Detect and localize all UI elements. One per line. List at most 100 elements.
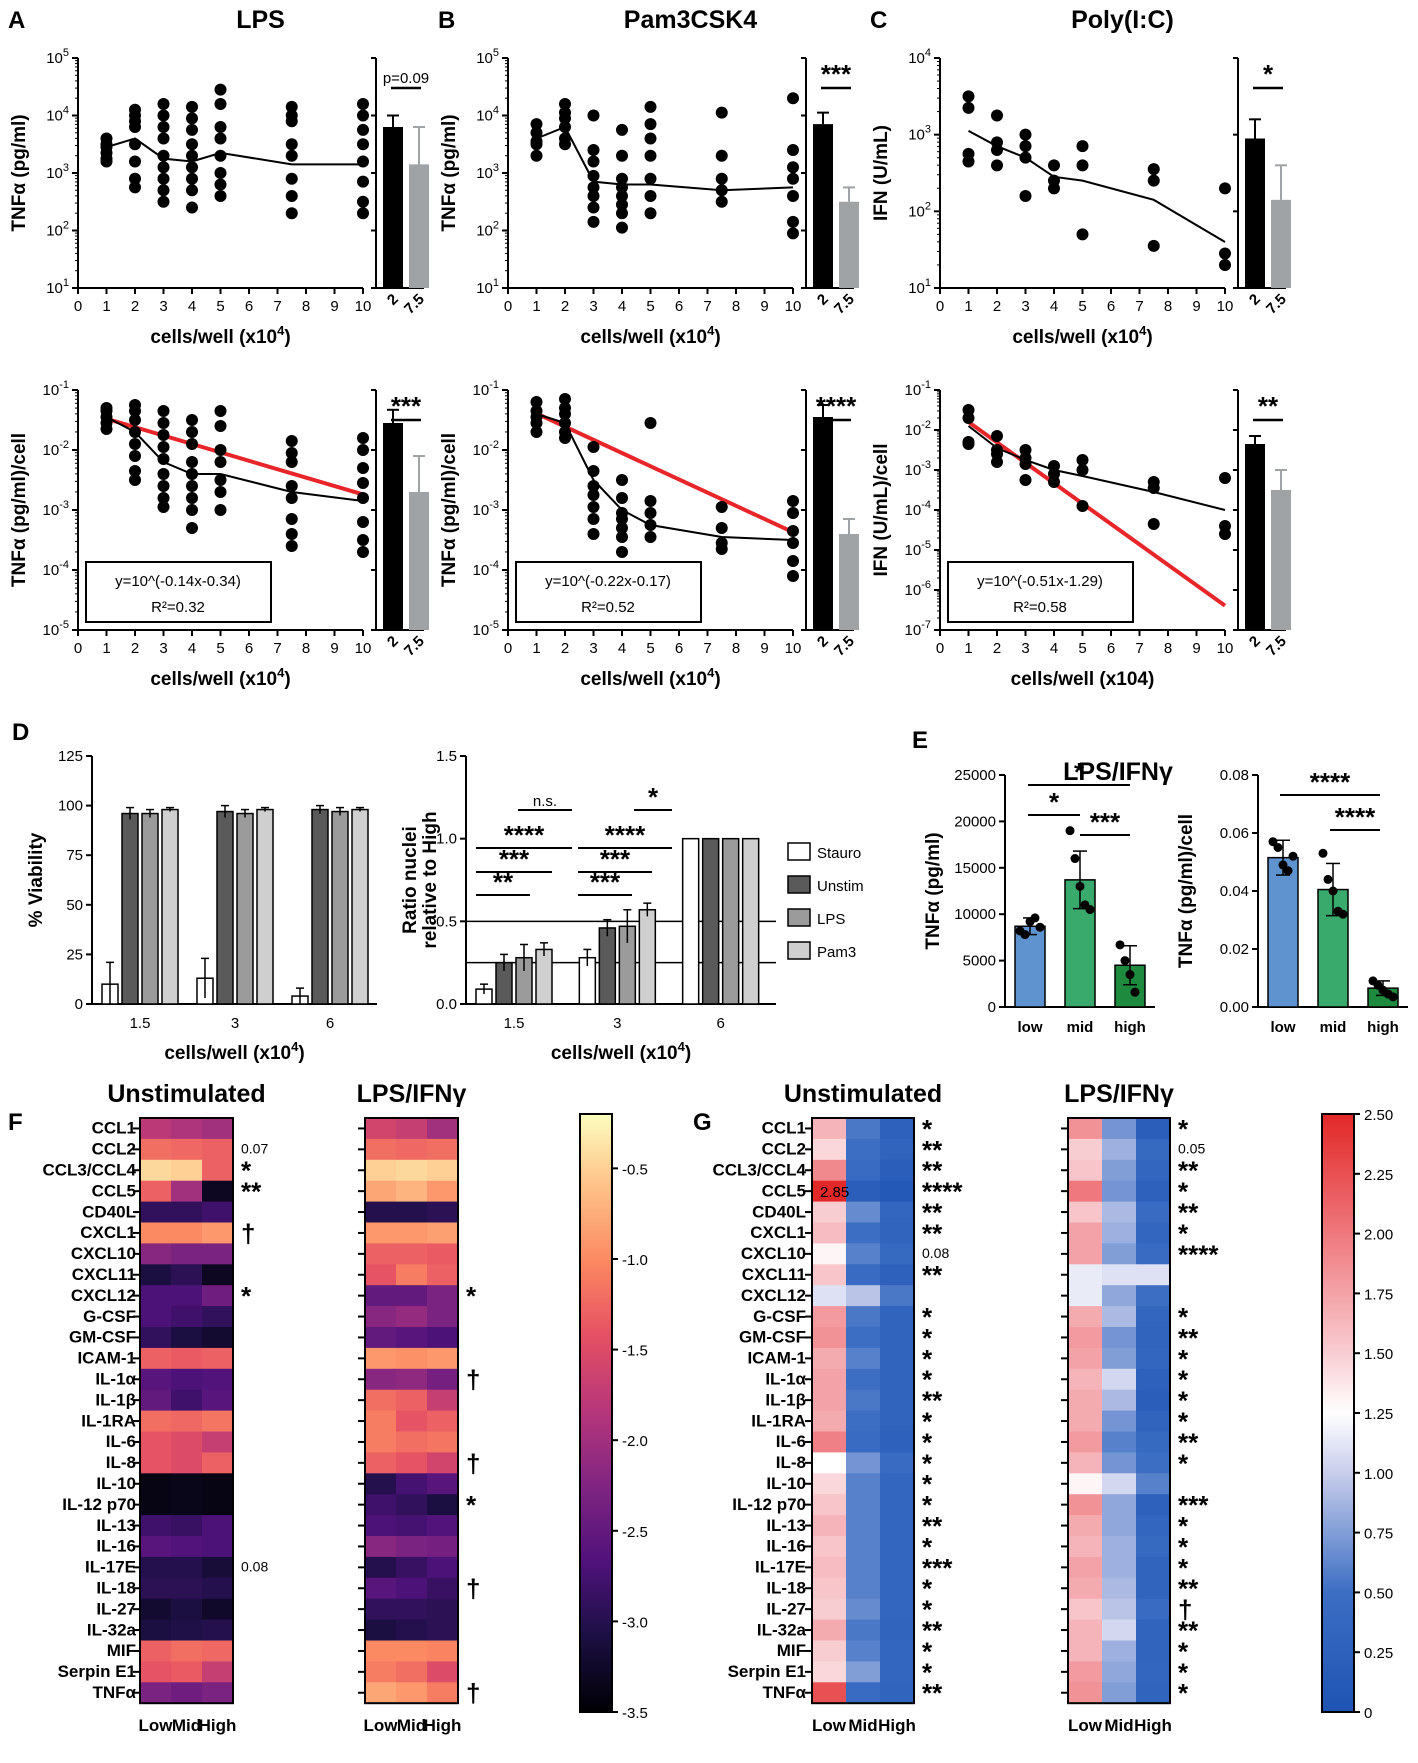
bar-category-label: 7.5 bbox=[1263, 291, 1290, 318]
heatmap-cell bbox=[140, 1577, 172, 1600]
significance-label: ** bbox=[1178, 1197, 1199, 1227]
data-point bbox=[530, 417, 543, 429]
heatmap-cell bbox=[202, 1577, 234, 1600]
heatmap-cell bbox=[140, 1306, 172, 1328]
data-point bbox=[186, 161, 198, 174]
data-point bbox=[157, 417, 170, 429]
row-label: CCL1 bbox=[762, 1119, 806, 1138]
heatmap-cell bbox=[1102, 1389, 1137, 1412]
x-tick-label: 8 bbox=[302, 298, 310, 315]
y-tick-label: 100 bbox=[58, 798, 83, 815]
significance-label: ** bbox=[1178, 1615, 1199, 1645]
data-point bbox=[616, 546, 628, 558]
data-point bbox=[1388, 992, 1398, 1002]
heatmap-cell bbox=[171, 1264, 203, 1286]
heatmap-cell bbox=[427, 1577, 459, 1600]
y-tick-label: 10-7 bbox=[905, 619, 931, 639]
y-tick-label: 101 bbox=[908, 277, 931, 297]
x-tick-label: 1 bbox=[532, 298, 540, 315]
heatmap-cell bbox=[1136, 1640, 1171, 1662]
x-tick-label: 6 bbox=[1107, 298, 1115, 315]
x-axis-label: cells/well (x104) bbox=[164, 1039, 304, 1064]
data-point bbox=[129, 474, 141, 486]
heatmap-cell bbox=[846, 1661, 881, 1683]
column-label: Low bbox=[1068, 1716, 1103, 1735]
heatmap-cell bbox=[365, 1243, 397, 1265]
row-label: IL-10 bbox=[766, 1474, 806, 1493]
x-tick-label: 5 bbox=[216, 298, 224, 315]
heatmap-cell bbox=[880, 1264, 915, 1286]
legend-label: Stauro bbox=[817, 845, 861, 862]
heatmap-cell bbox=[1102, 1494, 1137, 1516]
heatmap-cell bbox=[846, 1556, 881, 1579]
data-point bbox=[214, 420, 227, 432]
legend-label: LPS bbox=[817, 911, 845, 928]
y-tick-label: 10-2 bbox=[43, 439, 69, 459]
heatmap-cell bbox=[1102, 1661, 1137, 1683]
row-label: TNFα bbox=[763, 1683, 807, 1702]
heatmap-cell bbox=[396, 1159, 428, 1182]
data-point bbox=[962, 101, 975, 114]
significance-label: * bbox=[241, 1156, 252, 1186]
row-label: GM-CSF bbox=[739, 1328, 806, 1347]
mean-line bbox=[968, 129, 1226, 243]
x-tick-label: 8 bbox=[1164, 640, 1172, 657]
heatmap-cell bbox=[202, 1431, 234, 1453]
heatmap-cell bbox=[427, 1243, 459, 1265]
y-tick-label: 104 bbox=[908, 47, 931, 67]
significance-label: *** bbox=[391, 391, 422, 421]
heatmap-cell bbox=[427, 1222, 459, 1244]
data-point bbox=[587, 181, 600, 194]
mean-line bbox=[106, 137, 363, 166]
heatmap-cell bbox=[1102, 1452, 1137, 1474]
significance-label: * bbox=[1178, 1636, 1189, 1666]
row-label: MIF bbox=[777, 1641, 806, 1660]
bar-7.5 bbox=[409, 492, 429, 630]
y-tick-label: 10-1 bbox=[43, 379, 69, 399]
heatmap-cell bbox=[1068, 1619, 1103, 1641]
heatmap-cell bbox=[1068, 1180, 1103, 1203]
heatmap-cell bbox=[396, 1201, 428, 1223]
heatmap-cell bbox=[171, 1368, 203, 1391]
heatmap-cell bbox=[846, 1180, 881, 1203]
heatmap-cell bbox=[396, 1556, 428, 1579]
heatmap-border bbox=[139, 1117, 234, 1705]
data-point bbox=[644, 172, 657, 185]
x-tick-label: 2 bbox=[131, 640, 139, 657]
colorbar-tick-label: 2.50 bbox=[1364, 1107, 1393, 1124]
significance-label: * bbox=[922, 1532, 933, 1562]
data-point bbox=[214, 486, 227, 498]
heatmap-cell bbox=[1068, 1243, 1103, 1265]
bar-category-label: 2 bbox=[1246, 291, 1264, 309]
x-tick-label: 1 bbox=[532, 640, 540, 657]
data-point bbox=[1219, 182, 1231, 195]
significance-label: * bbox=[1178, 1386, 1189, 1416]
heatmap-cell bbox=[1102, 1264, 1137, 1286]
heatmap-cell bbox=[846, 1389, 881, 1412]
data-point bbox=[157, 441, 170, 453]
heatmap-border bbox=[811, 1117, 915, 1705]
x-tick-label: 7 bbox=[703, 640, 711, 657]
heatmap-cell bbox=[812, 1556, 847, 1579]
heatmap-cell bbox=[171, 1682, 203, 1704]
data-point bbox=[559, 112, 571, 125]
legend-label: Pam3 bbox=[817, 944, 856, 961]
heatmap-cell bbox=[427, 1347, 459, 1370]
x-tick-label: 4 bbox=[188, 298, 196, 315]
heatmap-cell bbox=[396, 1327, 428, 1349]
x-tick-label: high bbox=[1367, 1019, 1399, 1036]
heatmap-cell bbox=[1136, 1138, 1171, 1161]
significance-label: * bbox=[1178, 1406, 1189, 1436]
panel-letter: A bbox=[8, 7, 25, 34]
regression-line bbox=[967, 420, 1227, 608]
data-point bbox=[1283, 866, 1293, 876]
data-point bbox=[715, 522, 728, 534]
mean-line bbox=[536, 125, 794, 192]
data-point bbox=[186, 522, 198, 534]
significance-label: * bbox=[466, 1490, 477, 1520]
row-label: CCL2 bbox=[762, 1140, 806, 1159]
colorbar bbox=[579, 1113, 613, 1713]
heatmap-cell bbox=[140, 1138, 172, 1161]
heatmap-cell bbox=[880, 1577, 915, 1600]
bar-low bbox=[1267, 856, 1299, 1008]
